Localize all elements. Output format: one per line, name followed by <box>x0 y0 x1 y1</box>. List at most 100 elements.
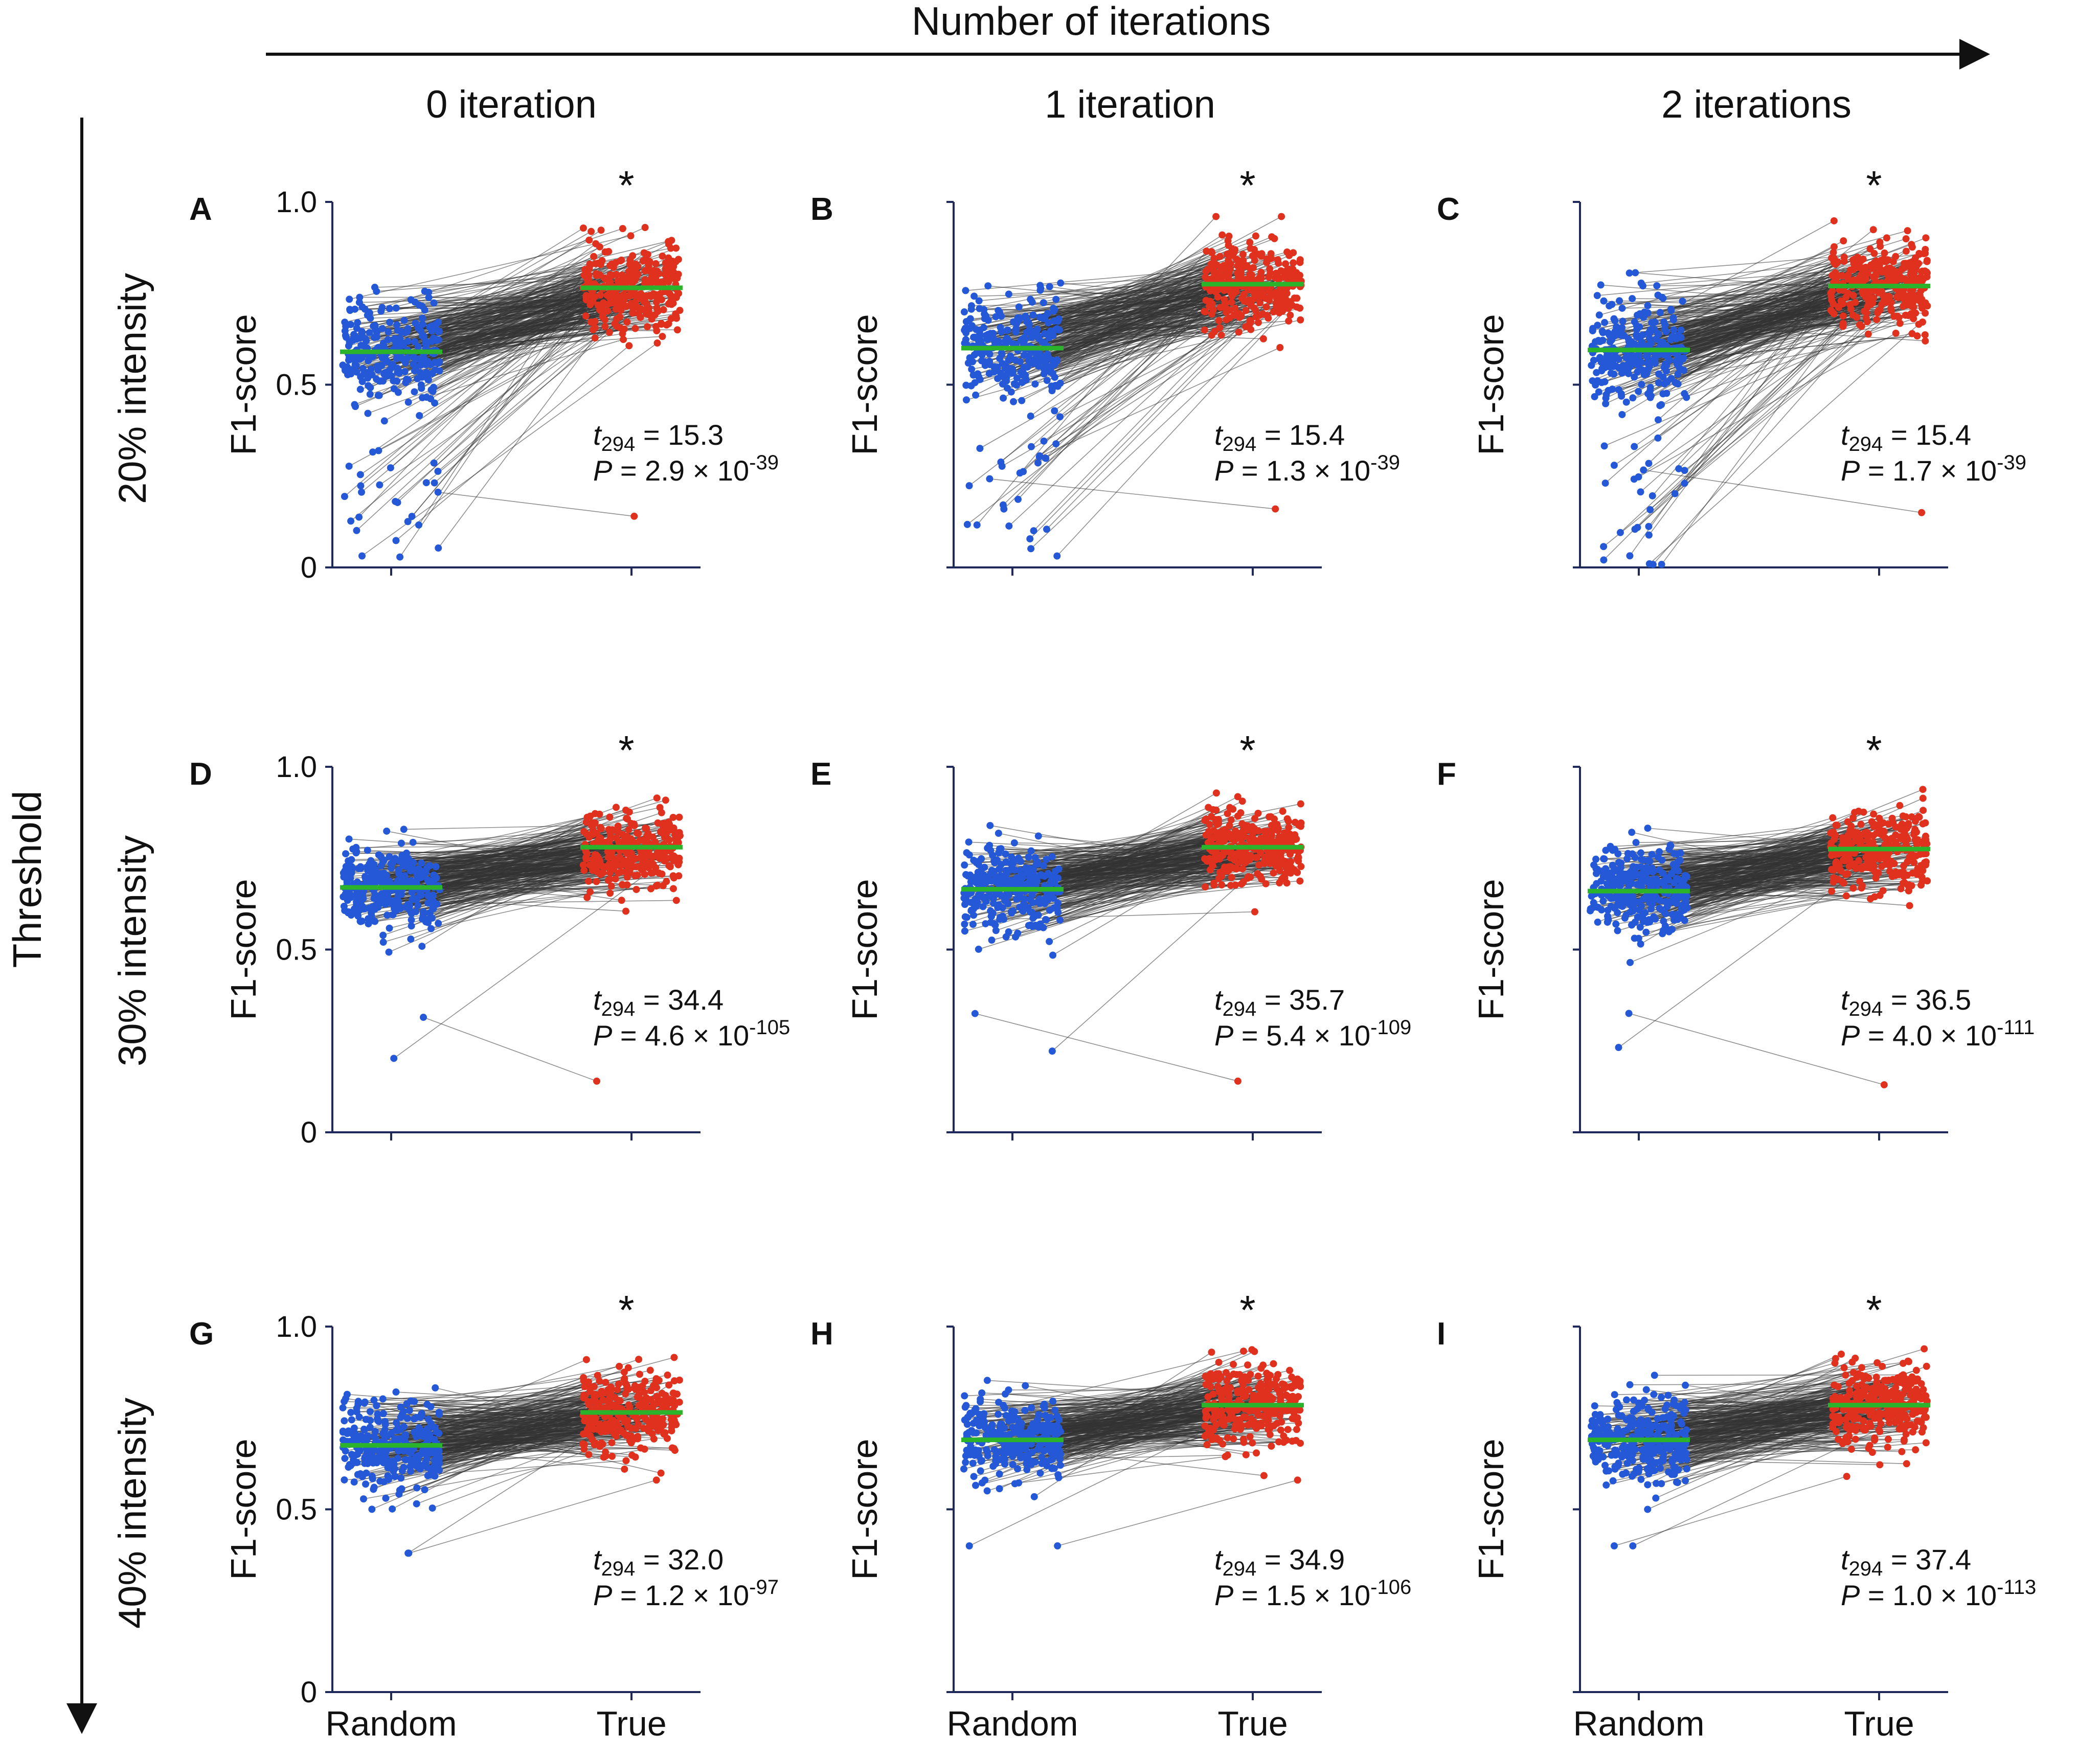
random-point-c-9 <box>1645 522 1653 530</box>
random-point-a-229 <box>351 403 359 410</box>
true-point-b-276 <box>1263 259 1271 266</box>
random-point-a-244 <box>412 320 419 327</box>
random-point-a-187 <box>367 366 375 373</box>
random-point-c-41 <box>1662 328 1670 335</box>
random-point-a-149 <box>415 301 423 309</box>
true-point-e-229 <box>1260 860 1268 868</box>
random-point-c-279 <box>1595 311 1603 319</box>
true-point-a-202 <box>627 232 635 240</box>
random-point-c-197 <box>1601 318 1609 326</box>
true-point-c-145 <box>1908 243 1916 251</box>
true-point-e-291 <box>1281 874 1289 882</box>
random-point-d-282 <box>349 864 356 872</box>
random-point-b-182 <box>1054 382 1062 390</box>
true-point-d-261 <box>612 875 619 883</box>
random-point-b-21 <box>973 521 981 529</box>
true-point-c-241 <box>1879 291 1887 299</box>
true-point-f-50 <box>1858 884 1865 892</box>
random-point-e-119 <box>961 920 968 928</box>
true-point-a-250 <box>632 275 640 283</box>
random-point-c-256 <box>1589 377 1596 384</box>
true-point-a-277 <box>652 269 660 277</box>
random-point-b-0 <box>986 475 993 483</box>
true-point-a-283 <box>587 318 595 326</box>
true-point-f-72 <box>1896 802 1904 809</box>
random-point-e-135 <box>1048 853 1056 860</box>
true-point-d-221 <box>623 873 631 881</box>
random-point-d-221 <box>357 898 365 906</box>
pair-line-a-291 <box>439 295 592 372</box>
random-point-a-22 <box>355 513 363 521</box>
true-point-e-19 <box>1297 800 1304 808</box>
random-point-b-142 <box>1015 303 1023 311</box>
random-point-d-281 <box>419 912 427 920</box>
true-point-d-281 <box>663 828 670 836</box>
random-point-d-167 <box>345 835 353 843</box>
random-point-a-241 <box>351 360 359 368</box>
true-point-c-211 <box>1896 320 1904 327</box>
y-axis-title-d: F1-score <box>223 879 263 1020</box>
true-point-c-181 <box>1913 332 1921 340</box>
random-point-d-246 <box>345 908 352 916</box>
random-point-a-14 <box>431 479 438 487</box>
true-point-e-103 <box>1279 807 1286 815</box>
true-point-e-282 <box>1238 856 1246 863</box>
true-point-c-219 <box>1846 301 1854 308</box>
true-point-b-128 <box>1215 317 1223 325</box>
random-point-c-149 <box>1654 434 1662 442</box>
random-point-c-51 <box>1594 322 1601 329</box>
random-point-c-160 <box>1638 381 1645 389</box>
true-point-d-293 <box>641 825 649 832</box>
random-point-b-113 <box>1010 398 1018 405</box>
true-point-b-222 <box>1221 296 1228 304</box>
random-point-b-249 <box>1028 333 1035 341</box>
random-point-e-267 <box>997 860 1005 868</box>
true-point-a-287 <box>643 323 651 331</box>
pair-line-b-17 <box>1056 298 1297 557</box>
true-point-a-57 <box>597 226 605 234</box>
random-point-e-294 <box>1029 923 1036 930</box>
random-point-e-256 <box>962 899 969 906</box>
random-point-a-5 <box>369 448 377 456</box>
random-point-c-202 <box>1679 298 1686 305</box>
true-point-c-256 <box>1851 262 1859 270</box>
true-point-d-263 <box>582 830 590 837</box>
true-point-e-77 <box>1229 805 1237 813</box>
random-point-b-15 <box>1005 522 1013 530</box>
random-point-b-240 <box>1052 295 1060 303</box>
random-point-b-275 <box>967 382 975 390</box>
panel-f: FF1-score*t294 = 36.5P = 4.0 × 10-111 <box>1437 727 2035 1140</box>
true-point-a-181 <box>590 253 598 260</box>
random-point-a-150 <box>420 355 428 362</box>
true-point-b-186 <box>1257 268 1265 276</box>
true-point-d-272 <box>593 830 601 837</box>
random-point-d-201 <box>395 857 403 865</box>
random-point-d-196 <box>341 867 349 875</box>
random-point-e-176 <box>990 899 998 907</box>
true-point-b-141 <box>1202 308 1209 315</box>
random-point-c-267 <box>1603 352 1611 360</box>
stat-p-exponent-b: -39 <box>1370 451 1400 474</box>
random-point-a-265 <box>362 335 369 343</box>
random-point-e-273 <box>999 912 1006 920</box>
true-point-c-214 <box>1856 321 1864 329</box>
random-point-b-280 <box>977 337 984 345</box>
random-point-a-154 <box>365 382 372 390</box>
true-point-a-291 <box>588 292 595 300</box>
random-point-a-13 <box>434 467 442 475</box>
random-point-b-262 <box>962 287 969 294</box>
true-point-c-77 <box>1922 337 1929 345</box>
random-point-a-232 <box>414 355 422 363</box>
random-point-b-196 <box>970 292 978 300</box>
true-point-d-278 <box>605 836 613 844</box>
true-point-a-271 <box>631 299 639 306</box>
random-point-b-43 <box>972 391 980 399</box>
random-point-c-259 <box>1637 358 1645 366</box>
stat-p-exponent-d: -105 <box>749 1016 790 1039</box>
true-point-b-282 <box>1239 250 1247 258</box>
random-point-e-280 <box>973 859 980 866</box>
panel-e: EF1-score*t294 = 35.7P = 5.4 × 10-109 <box>810 727 1411 1140</box>
random-point-e-169 <box>987 912 995 920</box>
random-point-e-265 <box>961 913 969 921</box>
true-point-b-294 <box>1283 302 1291 310</box>
